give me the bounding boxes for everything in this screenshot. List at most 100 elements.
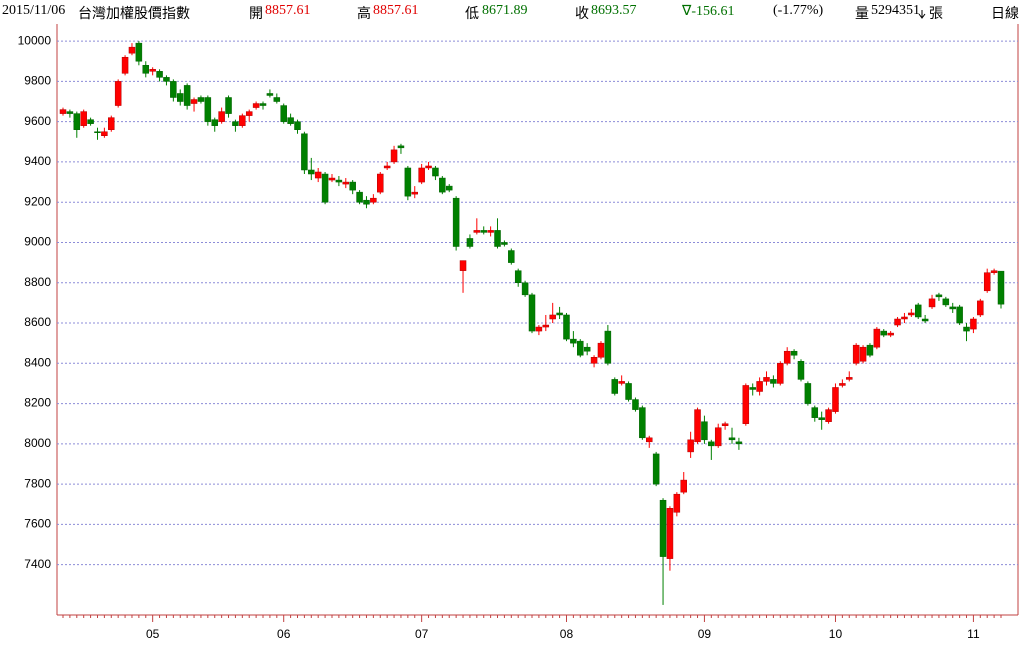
candle-body [252, 103, 260, 108]
candle-body [777, 363, 784, 384]
date: 2015/11/06 [2, 3, 66, 18]
period: 日線 [991, 7, 1019, 22]
candle-body [852, 344, 860, 364]
x-tick-label: 07 [415, 627, 429, 641]
x-tick-label: 11 [967, 627, 980, 641]
candle-body [328, 177, 336, 181]
candle-body [590, 357, 598, 364]
x-tick-label: 05 [146, 627, 160, 641]
candle-body [514, 270, 522, 284]
candle-body [314, 171, 322, 179]
candle-body [859, 346, 867, 362]
candle-body [887, 332, 894, 336]
x-tick-label: 08 [560, 627, 574, 641]
candle-body [604, 330, 612, 364]
candle-body [459, 260, 467, 271]
candle-body [901, 316, 908, 320]
candle-body [694, 409, 701, 443]
candle-body [728, 437, 736, 441]
candle-body [245, 111, 253, 116]
y-tick-label: 10000 [18, 33, 52, 47]
candle-body [397, 145, 405, 149]
candle-body [121, 56, 129, 74]
candle-body [790, 350, 798, 356]
candle-body [956, 306, 963, 324]
candle-body [404, 167, 412, 197]
candle-body [259, 103, 267, 106]
candle-body [652, 453, 660, 485]
candle-body [866, 344, 874, 356]
open-label: 開 [249, 7, 263, 22]
y-tick-label: 7400 [24, 557, 51, 571]
y-tick-label: 7800 [24, 476, 51, 490]
candle-body [432, 167, 439, 177]
candle-body [390, 149, 398, 163]
candle-body [880, 330, 887, 336]
candle-body [218, 111, 225, 122]
candle-body [349, 181, 356, 191]
volume-value: 5294351 [871, 3, 920, 18]
y-tick-label: 9600 [24, 114, 51, 128]
candle-body [942, 298, 950, 306]
candle-body [114, 81, 122, 106]
candle-body [521, 282, 529, 296]
candle-body [721, 423, 729, 426]
y-tick-label: 7600 [24, 517, 51, 531]
candle-body [963, 326, 970, 332]
candle-body [611, 379, 619, 394]
y-tick-label: 9200 [24, 194, 51, 208]
header: 2015/11/06 台灣加權股價指數 開 8857.61 高 8857.61 … [0, 0, 1024, 24]
candle-body [418, 167, 425, 183]
candle-body [825, 409, 832, 422]
candle-body [480, 230, 487, 233]
candle-body [177, 93, 184, 102]
down-arrow-icon [918, 10, 926, 19]
candle-body [763, 377, 770, 382]
candle-body [646, 437, 653, 443]
candle-body [563, 314, 570, 340]
high-label: 高 [357, 7, 371, 22]
candle-body [570, 338, 577, 344]
candle-body [280, 105, 287, 122]
candle-body [66, 111, 74, 114]
candle-body [949, 306, 956, 310]
candle-body [990, 270, 998, 273]
change-pct: (-1.77%) [773, 3, 824, 18]
candle-body [94, 131, 101, 133]
x-tick-label: 10 [829, 627, 843, 641]
candle-body [625, 383, 632, 400]
candle-body [273, 97, 281, 102]
candle-body [797, 361, 805, 380]
candle-body [301, 133, 308, 171]
candle-body [714, 427, 722, 447]
volume-unit: 張 [929, 7, 943, 22]
candle-body [239, 115, 246, 126]
candle-body [970, 318, 977, 330]
candle-body [783, 350, 791, 364]
candle-body [735, 441, 743, 445]
candle-body [556, 312, 563, 316]
candle-body [452, 197, 460, 247]
candle-body [163, 77, 170, 82]
candle-body [377, 173, 384, 193]
y-tick-label: 8200 [24, 396, 51, 410]
candle-body [80, 111, 87, 126]
candle-body [804, 383, 812, 404]
candle-body [549, 314, 556, 320]
y-tick-label: 8800 [24, 275, 51, 289]
candle-body [225, 97, 232, 114]
candle-body [977, 300, 984, 316]
y-tick-label: 9400 [24, 154, 51, 168]
candle-body [818, 417, 825, 420]
y-tick-label: 9000 [24, 235, 51, 249]
candle-body [680, 479, 687, 493]
candle-body [363, 199, 370, 205]
candle-body [577, 340, 584, 356]
candle-body [914, 304, 922, 318]
candle-body [708, 441, 715, 447]
candle-body [73, 113, 81, 130]
candle-body [425, 165, 432, 169]
candle-body [356, 191, 363, 203]
